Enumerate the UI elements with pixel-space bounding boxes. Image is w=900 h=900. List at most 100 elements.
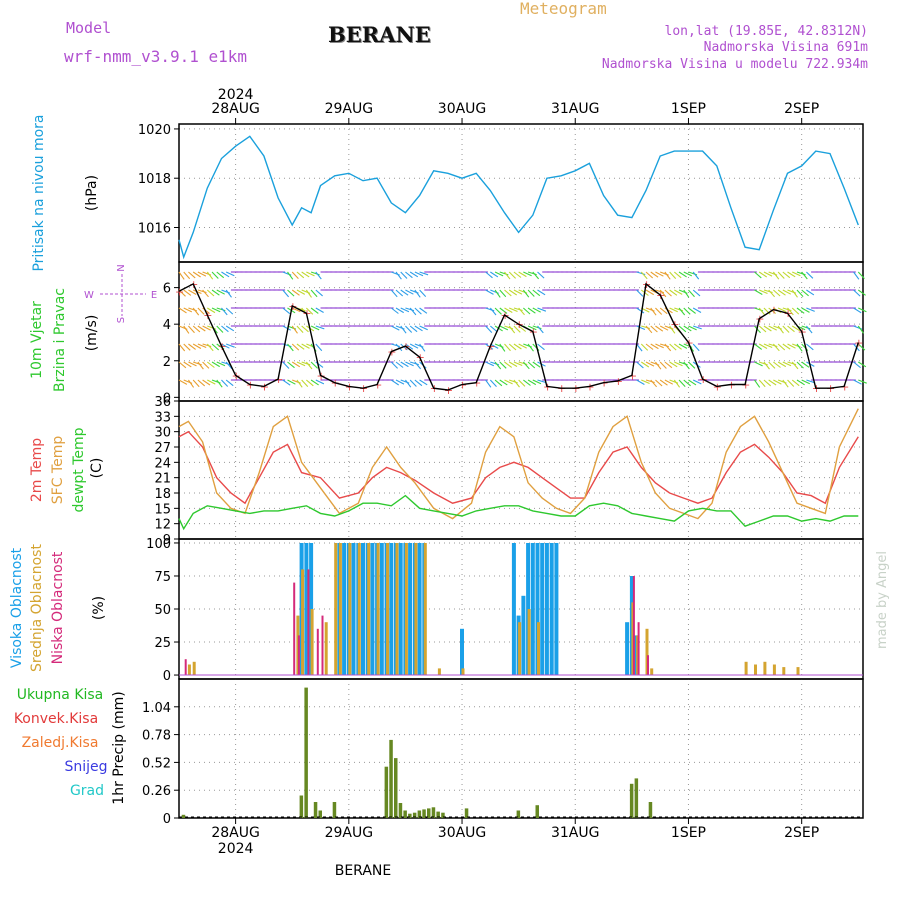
credit-watermark: made by Angel [875, 551, 890, 649]
model-name: wrf-nmm_v3.9.1 e1km [64, 47, 248, 66]
wind-barb [763, 307, 771, 315]
wind-barb [518, 325, 527, 332]
cloud-bar [632, 576, 635, 676]
lonlat-info: lon,lat (19.85E, 42.8312N) [664, 24, 869, 39]
wind-barb [678, 271, 687, 278]
wind-barb [806, 343, 814, 351]
precip-bar [535, 805, 539, 818]
wind-barb [801, 379, 811, 385]
wind-barb [405, 361, 414, 367]
wind-barb [225, 361, 233, 370]
wind-barb [395, 289, 404, 297]
year-label-top: 2024 [218, 87, 254, 103]
wind-barb [291, 271, 299, 279]
wind-barb [400, 307, 410, 313]
wind-barb [183, 271, 191, 280]
precip-bar [629, 783, 634, 818]
wind-barb [513, 343, 522, 350]
precip-bar [384, 766, 389, 818]
wind-barb [400, 271, 408, 279]
wind-barb [688, 325, 697, 331]
wind-barb [857, 361, 867, 368]
wind-barb [669, 361, 678, 368]
wind-barb [485, 361, 495, 367]
cloud-bar [334, 543, 338, 676]
wind-barb [650, 379, 658, 388]
wind-barb [674, 361, 683, 367]
wind-barb [400, 361, 409, 368]
compass-s: S [116, 317, 127, 323]
wind-barb [787, 379, 795, 387]
compass-e: E [151, 290, 157, 301]
precip-bar [464, 808, 469, 818]
wind-barb [692, 289, 701, 297]
wind-barb [768, 289, 776, 298]
wind-barb [763, 379, 772, 387]
wind-barb [527, 379, 537, 386]
wind-barb [282, 379, 291, 386]
wind-barb [409, 307, 417, 316]
precip-bar [389, 739, 393, 818]
wind-barb [197, 307, 205, 315]
wind-barb [522, 289, 530, 298]
cloud-bar [367, 543, 371, 676]
cloud-bar [796, 667, 800, 675]
wind-barb [754, 343, 763, 350]
wind-barb [782, 325, 790, 333]
wind-barb [522, 307, 531, 315]
wind-barb [301, 271, 310, 278]
wind-barb [206, 289, 215, 297]
wind-barb [782, 361, 792, 367]
y-tick-label: 33 [154, 410, 171, 425]
y-tick-label: 50 [154, 603, 171, 618]
compass-n: N [116, 264, 127, 271]
wind-barb [768, 379, 777, 386]
wind-barb [494, 379, 503, 387]
wind-barb [664, 271, 671, 280]
precip-legend-item: Snijeg [64, 759, 107, 775]
precip-bar [516, 810, 521, 818]
wind-barb [225, 307, 234, 315]
compass-w: W [84, 290, 94, 301]
cloud-bar [187, 664, 191, 676]
wind-barb [178, 307, 187, 314]
wind-barb [499, 343, 506, 352]
temp-line-dewpt-temp [178, 494, 859, 531]
cloud-bar [357, 543, 361, 676]
wind-barb [390, 289, 398, 298]
wind-barb [305, 307, 314, 315]
wind-barb [494, 271, 504, 277]
wind-barb [523, 379, 531, 386]
wind-barb [414, 289, 421, 298]
wind-barb [419, 271, 429, 276]
cloud-bar [404, 543, 408, 676]
wind-barb [310, 307, 319, 314]
wind-barb [197, 325, 206, 332]
wind-barb [504, 379, 513, 385]
wind-speed-line [178, 282, 859, 391]
wind-barb [508, 361, 518, 367]
wind-barb [192, 325, 201, 333]
wind-barb [858, 379, 867, 384]
y-tick-label: 25 [154, 636, 171, 651]
meteogram-label: Meteogram [520, 0, 607, 18]
wind-barb [405, 271, 413, 279]
cloud-bar [301, 569, 305, 676]
date-label-top: 28AUG [211, 101, 260, 117]
wind-barb [669, 289, 678, 296]
pressure-unit: (hPa) [84, 175, 100, 211]
wind-barb [683, 289, 690, 298]
wind-barb [391, 325, 400, 331]
wind-barb [513, 271, 522, 278]
wind-barb [772, 271, 780, 280]
wind-barb [315, 307, 324, 313]
wind-barb [683, 379, 691, 387]
wind-barb [792, 271, 801, 277]
wind-barb [787, 343, 796, 349]
cloud-bar [417, 543, 422, 676]
wind-barb [659, 307, 668, 315]
wind-barb [315, 343, 323, 352]
cloud-bar [511, 543, 516, 676]
wind-barb [188, 289, 197, 295]
